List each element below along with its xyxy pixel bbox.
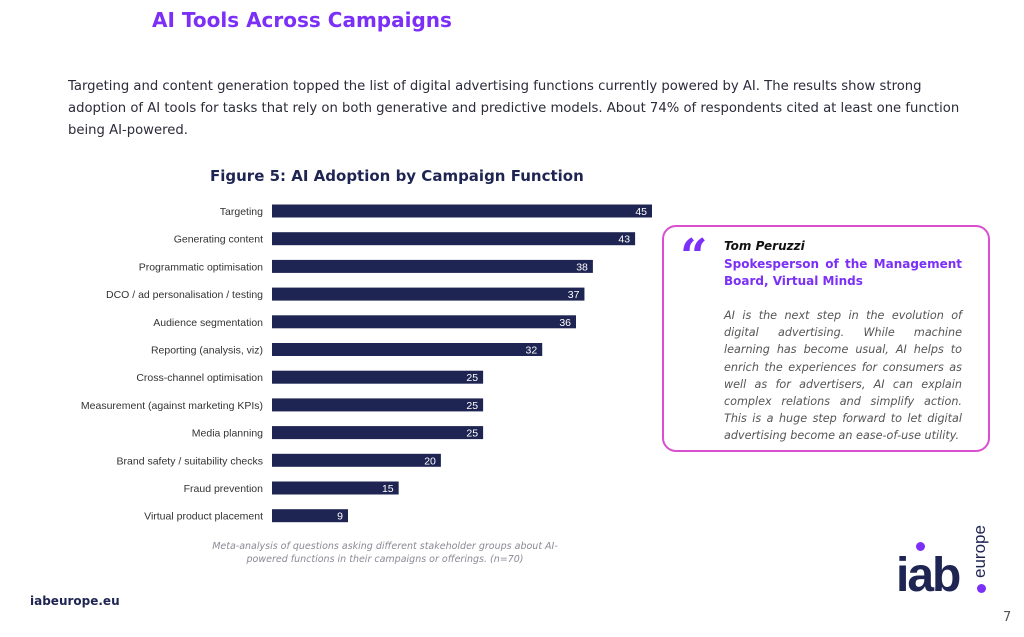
logo-dot — [916, 542, 925, 551]
bar — [272, 370, 484, 384]
value-label: 38 — [576, 261, 588, 273]
logo-dot — [977, 584, 986, 593]
category-label: Programmatic optimisation — [139, 261, 263, 273]
value-label: 45 — [635, 206, 647, 218]
bar — [272, 453, 441, 467]
quote-text: AI is the next step in the evolution of … — [724, 309, 962, 443]
quote-mark-icon: “ — [680, 229, 708, 285]
bar — [272, 343, 543, 356]
category-label: Audience segmentation — [153, 317, 263, 329]
logo-main: iab — [896, 549, 961, 602]
intro-paragraph: Targeting and content generation topped … — [68, 79, 960, 138]
category-label: Virtual product placement — [144, 511, 263, 523]
page-number: 7 — [1003, 610, 1012, 625]
value-label: 20 — [424, 455, 436, 467]
bar — [272, 204, 652, 218]
value-label: 43 — [618, 234, 630, 246]
section-title: AI Tools Across Campaigns — [152, 8, 452, 32]
category-label: Targeting — [220, 206, 263, 218]
bar — [272, 232, 636, 246]
bar-chart: Targeting 45 Generating content 43 Programma… — [81, 204, 652, 523]
category-label: Media planning — [192, 428, 263, 440]
category-label: Generating content — [174, 234, 263, 246]
quote-box: “ Tom Peruzzi Spokesperson of the Manage… — [662, 225, 990, 452]
value-label: 36 — [559, 317, 571, 329]
bar — [272, 481, 399, 495]
value-label: 32 — [526, 345, 538, 357]
value-label: 25 — [466, 372, 478, 384]
category-label: Reporting (analysis, viz) — [151, 345, 263, 357]
bar — [272, 398, 484, 412]
bar — [272, 426, 484, 440]
value-label: 15 — [382, 483, 394, 495]
category-label: Measurement (against marketing KPIs) — [81, 400, 263, 412]
figure-title: Figure 5: AI Adoption by Campaign Functi… — [210, 167, 584, 185]
logo-sub: europe — [970, 525, 989, 578]
quote-author: Tom Peruzzi — [724, 239, 805, 253]
footer-link[interactable]: iabeurope.eu — [30, 594, 120, 608]
value-label: 25 — [466, 428, 478, 440]
figure-note: Meta-analysis of questions asking differ… — [212, 541, 558, 565]
quote-author-role: Spokesperson of the Management Board, Vi… — [724, 257, 962, 288]
category-label: Brand safety / suitability checks — [117, 455, 263, 467]
bar — [272, 509, 348, 523]
category-label: Cross-channel optimisation — [136, 372, 263, 384]
bar — [272, 315, 576, 329]
value-label: 37 — [568, 289, 580, 301]
category-label: Fraud prevention — [184, 483, 264, 495]
value-label: 9 — [337, 511, 343, 523]
value-label: 25 — [466, 400, 478, 412]
iab-europe-logo: iab europe — [896, 525, 996, 608]
category-label: DCO / ad personalisation / testing — [106, 289, 263, 301]
bar — [272, 287, 585, 301]
bar — [272, 259, 593, 273]
